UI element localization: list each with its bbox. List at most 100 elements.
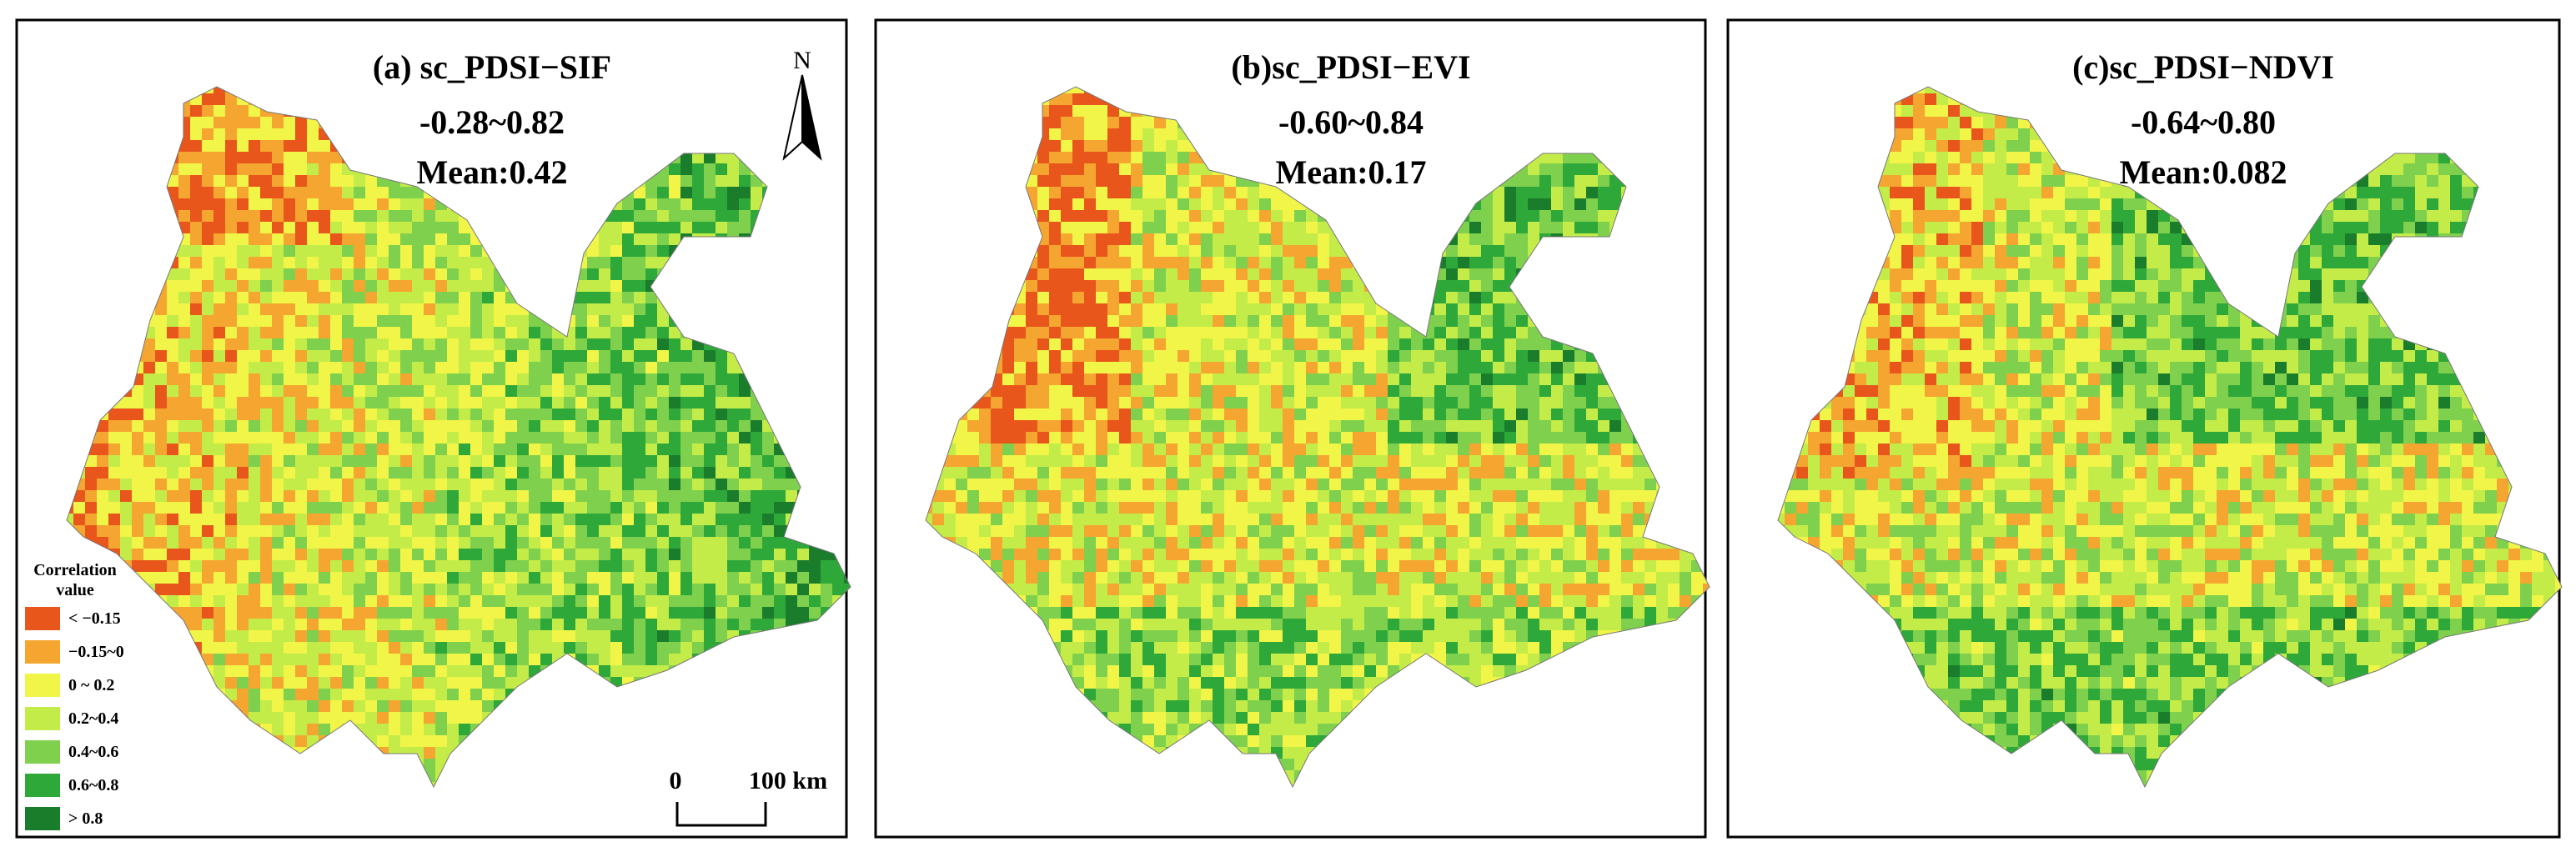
map-cell — [482, 700, 495, 713]
map-cell — [680, 338, 693, 351]
map-cell — [482, 350, 495, 363]
map-cell — [412, 572, 424, 584]
map-cell — [365, 595, 378, 608]
map-cell — [295, 654, 308, 666]
map-cell — [319, 700, 331, 713]
map-cell — [225, 210, 238, 223]
map-cell — [645, 350, 658, 363]
map-cell — [342, 630, 354, 643]
map-cell — [447, 385, 459, 398]
map-cell — [354, 408, 366, 421]
map-cell — [435, 665, 448, 678]
map-cell — [482, 303, 495, 316]
map-cell — [739, 408, 751, 421]
map-cell — [319, 630, 331, 643]
map-cell — [213, 397, 226, 409]
map-cell — [424, 292, 436, 304]
map-cell — [330, 280, 343, 293]
map-cell — [622, 654, 635, 666]
map-cell — [692, 432, 705, 444]
map-cell — [1154, 117, 1167, 129]
map-cell — [365, 420, 378, 433]
map-cell — [424, 280, 436, 293]
map-cell — [657, 537, 670, 549]
map-cell — [260, 549, 273, 561]
map-cell — [365, 479, 378, 491]
map-cell — [132, 560, 144, 573]
map-cell — [400, 385, 413, 398]
map-cell — [424, 724, 436, 736]
map-cell — [260, 595, 273, 608]
map-cell — [178, 455, 191, 468]
map-cell — [225, 315, 238, 328]
map-cell — [739, 397, 751, 409]
map-cell — [856, 712, 868, 724]
map-cell — [505, 630, 518, 643]
map-cell — [435, 455, 448, 468]
map-cell — [213, 198, 226, 211]
map-cell — [342, 327, 354, 339]
map-cell — [424, 630, 436, 643]
map-cell — [622, 280, 635, 293]
map-cell — [342, 292, 354, 304]
map-cell — [202, 619, 214, 631]
map-cell — [225, 490, 238, 503]
map-cell — [610, 315, 623, 328]
map-cell — [470, 350, 483, 363]
map-cell — [645, 233, 658, 246]
map-cell — [540, 607, 553, 619]
map-cell — [354, 677, 366, 689]
map-cell — [470, 420, 483, 433]
map-cell — [295, 140, 308, 153]
map-cell — [237, 187, 249, 199]
map-cell — [412, 700, 424, 713]
map-cell — [447, 350, 459, 363]
map-cell — [330, 584, 343, 596]
map-cell — [190, 584, 203, 596]
map-cell — [459, 630, 471, 643]
map-cell — [178, 385, 191, 398]
map-cell — [657, 630, 670, 643]
map-cell — [330, 327, 343, 339]
map-cell — [459, 373, 471, 386]
map-cell — [202, 338, 214, 351]
map-cell — [692, 420, 705, 433]
map-cell — [482, 619, 495, 631]
map-cell — [213, 233, 226, 246]
map-cell — [680, 502, 693, 514]
map-cell — [249, 303, 261, 316]
map-cell — [1072, 105, 1085, 118]
map-cell — [610, 233, 623, 246]
map-cell — [307, 280, 319, 293]
map-cell — [365, 198, 378, 211]
map-cell — [459, 455, 471, 468]
map-cell — [692, 514, 705, 526]
map-cell — [856, 747, 868, 759]
map-cell — [751, 408, 763, 421]
map-cell — [249, 549, 261, 561]
map-cell — [260, 338, 273, 351]
map-cell — [505, 549, 518, 561]
map-cell — [529, 408, 541, 421]
map-cell — [412, 198, 424, 211]
map-cell — [319, 525, 331, 538]
map-cell — [459, 362, 471, 374]
map-cell — [751, 537, 763, 549]
map-cell — [832, 584, 845, 596]
map-cell — [260, 408, 273, 421]
map-cell — [319, 385, 331, 398]
map-cell — [365, 432, 378, 444]
map-cell — [213, 479, 226, 491]
map-cell — [120, 467, 133, 479]
map-cell — [260, 490, 273, 503]
map-cell — [587, 572, 600, 584]
map-cell — [237, 584, 249, 596]
map-cell — [482, 280, 495, 293]
map-cell — [319, 292, 331, 304]
map-cell — [739, 455, 751, 468]
map-cell — [470, 677, 483, 689]
map-cell — [342, 525, 354, 538]
map-cell — [459, 408, 471, 421]
map-cell — [517, 514, 530, 526]
map-cell — [225, 140, 238, 153]
